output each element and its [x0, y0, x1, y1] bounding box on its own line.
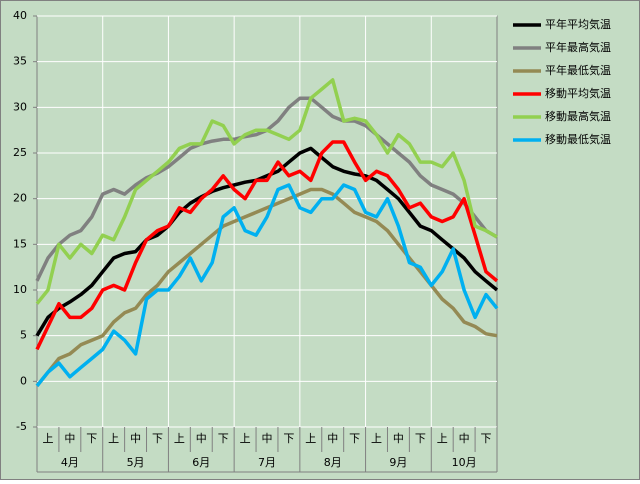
legend-label: 平年最高気温 — [545, 40, 611, 54]
dekad-label: 下 — [283, 432, 294, 445]
y-tick-label: -5 — [16, 420, 27, 433]
y-tick-label: 20 — [13, 192, 27, 205]
dekad-label: 上 — [305, 432, 316, 445]
dekad-label: 中 — [196, 432, 207, 445]
dekad-label: 中 — [393, 432, 404, 445]
y-tick-label: 0 — [20, 374, 27, 387]
dekad-label: 中 — [130, 432, 141, 445]
dekad-label: 中 — [327, 432, 338, 445]
dekad-label: 上 — [437, 432, 448, 445]
y-tick-label: 5 — [20, 329, 27, 342]
month-label: 7月 — [258, 456, 276, 469]
y-tick-label: 10 — [13, 283, 27, 296]
series-line — [35, 146, 499, 337]
dekad-label: 上 — [240, 432, 251, 445]
y-tick-label: 35 — [13, 55, 27, 68]
dekad-label: 下 — [481, 432, 492, 445]
dekad-label: 上 — [108, 432, 119, 445]
legend-label: 平年平均気温 — [545, 17, 611, 31]
series-line — [35, 78, 498, 305]
legend-label: 移動平均気温 — [545, 86, 611, 100]
series-line — [35, 187, 498, 387]
dekad-label: 下 — [218, 432, 229, 445]
dekad-label: 上 — [174, 432, 185, 445]
dekad-label: 中 — [262, 432, 273, 445]
month-label: 10月 — [452, 456, 477, 469]
month-label: 4月 — [61, 456, 79, 469]
legend-label: 移動最低気温 — [545, 132, 611, 146]
series-line — [35, 140, 499, 351]
y-tick-label: 40 — [13, 9, 27, 22]
month-label: 6月 — [192, 456, 210, 469]
series-line — [35, 183, 499, 387]
y-tick-label: 15 — [13, 237, 27, 250]
legend-label: 移動最高気温 — [545, 109, 611, 123]
month-label: 5月 — [127, 456, 145, 469]
plot-area — [36, 15, 498, 428]
dekad-label: 中 — [64, 432, 75, 445]
dekad-label: 下 — [152, 432, 163, 445]
dekad-label: 上 — [371, 432, 382, 445]
dekad-label: 下 — [349, 432, 360, 445]
dekad-label: 下 — [86, 432, 97, 445]
dekad-label: 下 — [415, 432, 426, 445]
legend-label: 平年最低気温 — [545, 63, 611, 77]
y-tick-label: 30 — [13, 100, 27, 113]
month-label: 8月 — [324, 456, 342, 469]
dekad-label: 中 — [459, 432, 470, 445]
month-label: 9月 — [389, 456, 407, 469]
y-tick-label: 25 — [13, 146, 27, 159]
dekad-label: 上 — [42, 432, 53, 445]
